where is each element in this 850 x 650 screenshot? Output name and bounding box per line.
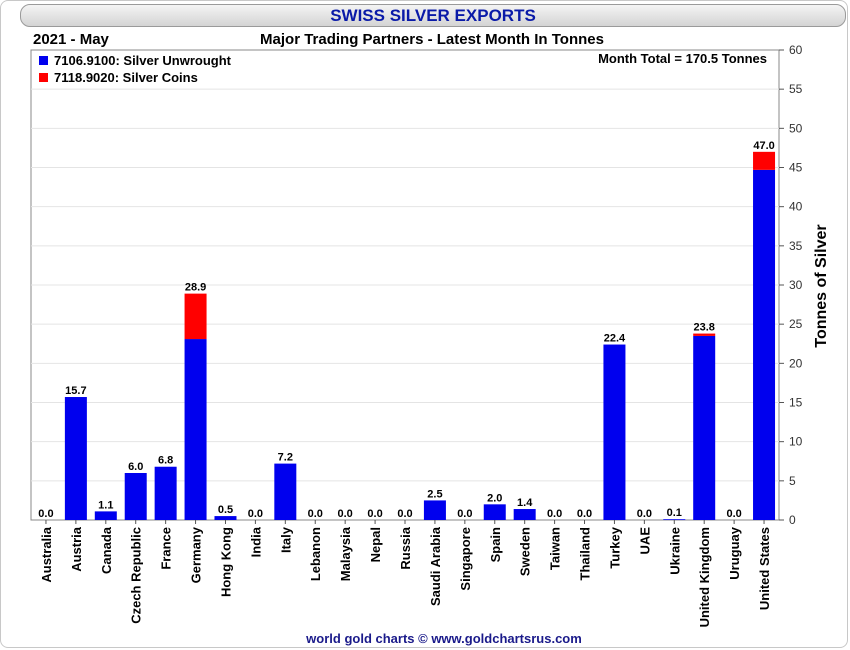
y-tick-label: 20 [789,356,803,370]
x-category-label: Malaysia [338,526,353,581]
y-tick-label: 30 [789,278,803,292]
y-tick-label: 55 [789,82,803,96]
bar-unwrought [513,509,536,520]
y-tick-label: 35 [789,239,803,253]
x-category-label: Taiwan [548,527,563,570]
bar-unwrought [483,504,506,520]
bar-coins [693,333,716,336]
bar-value-label: 0.0 [726,508,741,520]
bar-value-label: 1.1 [98,499,113,511]
bar-value-label: 0.0 [547,508,562,520]
y-tick-label: 50 [789,121,803,135]
bar-unwrought [693,335,716,520]
legend-label-unwrought: 7106.9100: Silver Unwrought [54,53,232,68]
y-tick-label: 45 [789,161,803,175]
bar-value-label: 0.0 [338,508,353,520]
y-tick-label: 25 [789,317,803,331]
bar-unwrought [423,500,446,520]
x-category-label: France [159,527,174,570]
y-tick-label: 40 [789,200,803,214]
y-tick-label: 10 [789,435,803,449]
bar-value-label: 0.1 [667,507,682,519]
chart-subtitle: Major Trading Partners - Latest Month In… [260,31,604,48]
bar-unwrought [154,466,177,520]
x-category-label: Russia [398,526,413,569]
bar-value-label: 47.0 [753,140,774,152]
legend-label-coins: 7118.9020: Silver Coins [54,70,198,85]
bar-value-label: 7.2 [278,452,293,464]
x-category-label: Uruguay [727,526,742,580]
y-tick-label: 0 [789,513,796,527]
x-category-label: Saudi Arabia [428,526,443,606]
bar-value-label: 0.5 [218,504,233,516]
x-category-label: Nepal [368,527,383,562]
bars-group [64,151,776,521]
y-tick-label: 60 [789,43,803,57]
x-category-label: Italy [278,526,293,553]
bar-unwrought [94,511,117,520]
x-category-label: Hong Kong [218,527,233,597]
bar-coins [753,151,776,170]
x-category-label: United States [757,527,772,610]
x-category-label: Singapore [458,527,473,591]
bar-value-label: 0.0 [397,508,412,520]
bar-value-label: 2.5 [427,488,442,500]
x-category-label: Germany [189,526,204,583]
x-categories-group: Australia Austria Canada Czech Republic Fran… [39,520,772,627]
title-banner: SWISS SILVER EXPORTS [20,4,846,27]
bar-unwrought [124,473,147,520]
x-category-label: Turkey [607,526,622,568]
x-category-label: UAE [637,527,652,555]
legend-swatch-unwrought [39,56,48,65]
x-category-label: India [248,526,263,557]
bar-value-label: 0.0 [367,508,382,520]
y-tick-label: 15 [789,396,803,410]
bar-value-label: 0.0 [637,508,652,520]
x-category-label: Canada [99,526,114,574]
bar-unwrought [214,516,237,520]
y-tick-label: 5 [789,474,796,488]
bar-value-label: 6.8 [158,455,173,467]
x-category-label: Ukraine [667,527,682,575]
bar-value-label: 0.0 [38,508,53,520]
chart-title: SWISS SILVER EXPORTS [330,6,536,25]
x-category-label: Sweden [518,527,533,576]
month-total-annotation: Month Total = 170.5 Tonnes [598,51,767,66]
x-category-label: Spain [488,527,503,562]
period-label: 2021 - May [33,31,110,48]
x-category-label: Australia [39,526,54,582]
bar-value-label: 28.9 [185,282,206,294]
bar-value-label: 2.0 [487,492,502,504]
value-labels-group: 0.0 15.7 1.1 6.0 6.8 28.9 0.5 0.0 7.2 0.0 0.0 0.0 0.… [38,140,774,520]
footer-credit: world gold charts © www.goldchartsrus.co… [305,631,582,646]
legend-swatch-coins [39,73,48,82]
bar-coins [184,293,207,340]
bar-value-label: 23.8 [693,322,714,334]
bar-value-label: 22.4 [604,333,626,345]
x-category-label: United Kingdom [697,527,712,627]
bar-unwrought [603,344,626,520]
x-category-label: Austria [69,526,84,572]
bar-value-label: 0.0 [248,508,263,520]
x-category-label: Czech Republic [129,527,144,624]
bar-unwrought [184,339,207,520]
x-category-label: Thailand [578,527,593,581]
bar-value-label: 0.0 [577,508,592,520]
bar-unwrought [663,519,686,521]
bar-unwrought [274,463,297,520]
y-ticks-group: 0 5 10 15 20 25 30 35 40 45 50 55 60 [779,43,803,527]
x-category-label: Lebanon [308,527,323,581]
y-axis-label: Tonnes of Silver [813,224,830,347]
bar-unwrought [753,169,776,520]
bar-value-label: 1.4 [517,497,533,509]
bar-value-label: 0.0 [457,508,472,520]
bar-value-label: 6.0 [128,461,143,473]
bar-value-label: 0.0 [308,508,323,520]
bar-value-label: 15.7 [65,385,86,397]
bar-unwrought [64,397,87,520]
